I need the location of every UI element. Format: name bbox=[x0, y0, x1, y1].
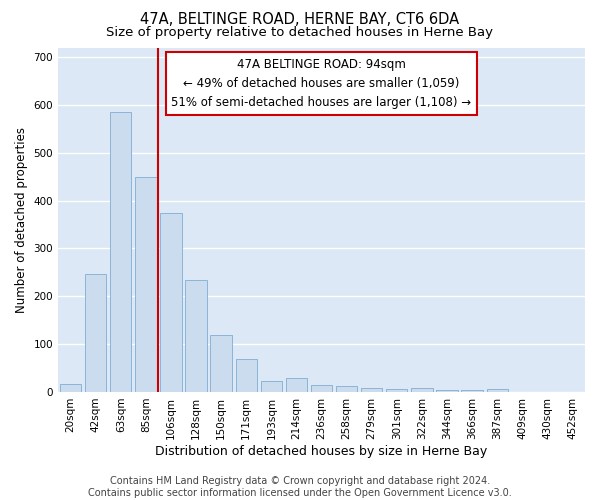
Bar bbox=[135, 176, 157, 392]
X-axis label: Distribution of detached houses by size in Herne Bay: Distribution of detached houses by size … bbox=[155, 444, 488, 458]
Bar bbox=[436, 390, 458, 392]
Bar bbox=[85, 274, 106, 392]
Bar bbox=[211, 334, 232, 392]
Bar bbox=[311, 386, 332, 392]
Text: 47A BELTINGE ROAD: 94sqm
← 49% of detached houses are smaller (1,059)
51% of sem: 47A BELTINGE ROAD: 94sqm ← 49% of detach… bbox=[172, 58, 472, 109]
Bar bbox=[487, 388, 508, 392]
Text: Contains HM Land Registry data © Crown copyright and database right 2024.
Contai: Contains HM Land Registry data © Crown c… bbox=[88, 476, 512, 498]
Bar bbox=[461, 390, 483, 392]
Bar bbox=[386, 388, 407, 392]
Text: Size of property relative to detached houses in Herne Bay: Size of property relative to detached ho… bbox=[107, 26, 493, 39]
Bar bbox=[361, 388, 382, 392]
Bar bbox=[236, 360, 257, 392]
Bar bbox=[411, 388, 433, 392]
Y-axis label: Number of detached properties: Number of detached properties bbox=[15, 126, 28, 312]
Bar bbox=[60, 384, 81, 392]
Bar bbox=[110, 112, 131, 392]
Bar bbox=[185, 280, 207, 392]
Bar bbox=[260, 381, 282, 392]
Bar bbox=[160, 212, 182, 392]
Bar bbox=[336, 386, 357, 392]
Bar bbox=[286, 378, 307, 392]
Text: 47A, BELTINGE ROAD, HERNE BAY, CT6 6DA: 47A, BELTINGE ROAD, HERNE BAY, CT6 6DA bbox=[140, 12, 460, 28]
